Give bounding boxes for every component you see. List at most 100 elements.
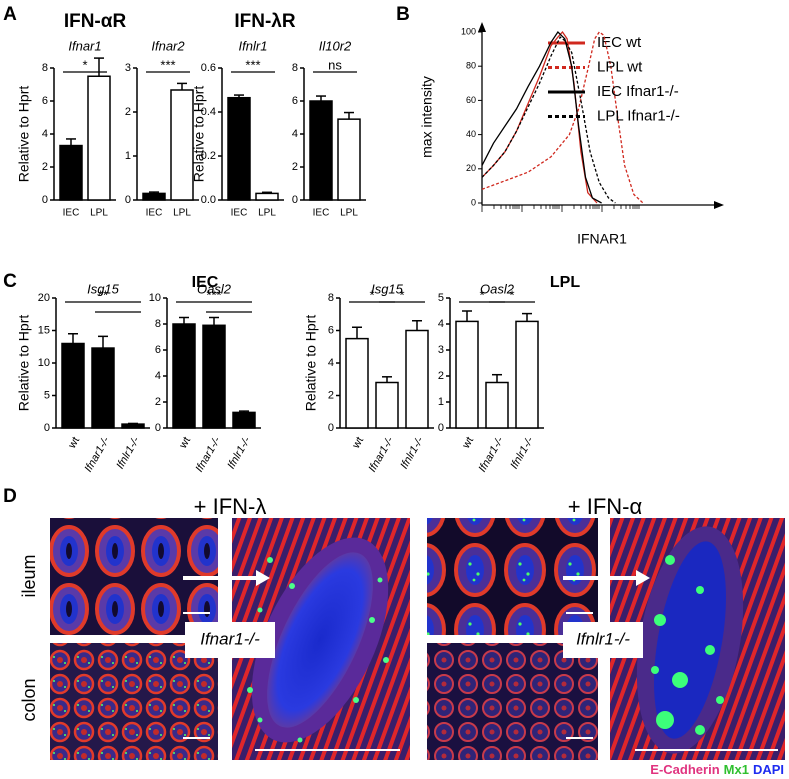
group-title: LPL xyxy=(550,274,580,291)
histogram-line xyxy=(481,30,602,204)
y-axis-label: Relative to Hprt xyxy=(191,86,207,183)
bar xyxy=(455,320,479,429)
y-tick-label: 1 xyxy=(438,396,444,408)
x-tick-label: IEC xyxy=(146,208,163,219)
bar xyxy=(309,100,333,201)
y-axis-label: Relative to Hprt xyxy=(16,315,32,412)
y-tick-label: 8 xyxy=(42,62,48,74)
genotype-label: Ifnlr1-/- xyxy=(576,629,630,648)
group-title: IFN-αR xyxy=(64,11,127,32)
y-tick-label: 4 xyxy=(292,128,298,140)
x-tick-label: Ifnlr1-/- xyxy=(225,435,253,471)
chart-title: Ifnar2 xyxy=(151,38,185,53)
y-axis-label: max intensity xyxy=(419,76,435,158)
micrograph xyxy=(50,643,218,760)
y-tick-label: 60 xyxy=(466,95,476,105)
bar xyxy=(232,411,256,429)
y-tick-label: 6 xyxy=(42,95,48,107)
significance-label: *** xyxy=(206,287,221,302)
treatment-label: + IFN-λ xyxy=(194,494,267,519)
y-tick-label: 8 xyxy=(155,318,161,330)
x-tick-label: wt xyxy=(66,435,82,451)
x-tick-label: Ifnlr1-/- xyxy=(114,435,142,471)
axis-arrow xyxy=(714,201,724,209)
x-tick-label: Ifnar1-/- xyxy=(476,435,506,475)
y-tick-label: 15 xyxy=(38,324,50,336)
y-tick-label: 3 xyxy=(438,344,444,356)
significance-label: ** xyxy=(98,287,108,302)
x-axis-label: IFNAR1 xyxy=(577,231,627,247)
group-title: IEC xyxy=(192,274,219,291)
micrograph xyxy=(427,643,598,760)
bar xyxy=(375,381,399,429)
x-tick-label: wt xyxy=(177,435,193,451)
histogram-line xyxy=(481,30,598,204)
bar xyxy=(170,89,194,201)
x-tick-label: LPL xyxy=(90,208,108,219)
legend-label: LPL Ifnar1-/- xyxy=(597,107,680,124)
y-axis-label: Relative to Hprt xyxy=(16,86,32,183)
y-tick-label: 20 xyxy=(38,292,50,304)
x-tick-label: IEC xyxy=(313,208,330,219)
micrographs xyxy=(50,518,785,760)
y-tick-label: 80 xyxy=(466,61,476,71)
y-tick-label: 10 xyxy=(38,357,50,369)
y-tick-label: 0.6 xyxy=(201,62,216,74)
y-tick-label: 6 xyxy=(328,324,334,336)
legend-label: IEC wt xyxy=(597,34,642,51)
panel-label: B xyxy=(396,4,410,25)
y-tick-label: 2 xyxy=(125,106,131,118)
y-tick-label: 2 xyxy=(42,161,48,173)
chart-title: Oasl2 xyxy=(197,281,232,296)
y-tick-label: 1 xyxy=(125,150,131,162)
y-tick-label: 2 xyxy=(292,161,298,173)
y-tick-label: 4 xyxy=(438,318,444,330)
y-tick-label: 2 xyxy=(328,389,334,401)
y-tick-label: 100 xyxy=(461,26,476,36)
stain-legend: E-Cadherin Mx1 DAPI xyxy=(650,762,784,777)
x-tick-label: Ifnar1-/- xyxy=(193,435,223,475)
y-tick-label: 0 xyxy=(438,422,444,434)
bar xyxy=(255,192,279,201)
x-tick-label: IEC xyxy=(231,208,248,219)
stain-legend-item: DAPI xyxy=(753,762,784,777)
bar xyxy=(202,324,226,429)
x-tick-label: Ifnar1-/- xyxy=(366,435,396,475)
stain-legend-item: E-Cadherin xyxy=(650,762,719,777)
bar xyxy=(227,96,251,201)
x-tick-label: LPL xyxy=(258,208,276,219)
x-tick-label: IEC xyxy=(63,208,80,219)
y-tick-label: 20 xyxy=(466,163,476,173)
histogram-line xyxy=(481,36,616,204)
y-tick-label: 2 xyxy=(155,396,161,408)
chart-title: Isg15 xyxy=(371,281,404,296)
x-tick-label: LPL xyxy=(173,208,191,219)
axis-arrow xyxy=(478,22,486,32)
bar xyxy=(121,423,145,429)
y-tick-label: 0.0 xyxy=(201,194,216,206)
x-tick-label: Ifnar1-/- xyxy=(82,435,112,475)
y-tick-label: 5 xyxy=(44,389,50,401)
y-tick-label: 0.4 xyxy=(201,106,216,118)
x-tick-label: wt xyxy=(350,435,366,451)
y-tick-label: 0 xyxy=(125,194,131,206)
significance-label: *** xyxy=(245,57,260,72)
row-label: colon xyxy=(19,678,39,721)
y-axis-label: Relative to Hprt xyxy=(303,315,319,412)
bar xyxy=(405,329,429,429)
label-box xyxy=(185,622,275,658)
significance-label: ns xyxy=(328,57,342,72)
chart-title: Isg15 xyxy=(87,281,120,296)
bar xyxy=(87,75,111,201)
y-tick-label: 5 xyxy=(438,292,444,304)
y-tick-label: 4 xyxy=(155,370,161,382)
y-tick-label: 40 xyxy=(466,129,476,139)
bar xyxy=(142,192,166,201)
x-tick-label: wt xyxy=(460,435,476,451)
panel-label: A xyxy=(3,4,17,25)
y-tick-label: 0 xyxy=(328,422,334,434)
y-tick-label: 10 xyxy=(149,292,161,304)
y-tick-label: 0 xyxy=(155,422,161,434)
y-tick-label: 8 xyxy=(292,62,298,74)
